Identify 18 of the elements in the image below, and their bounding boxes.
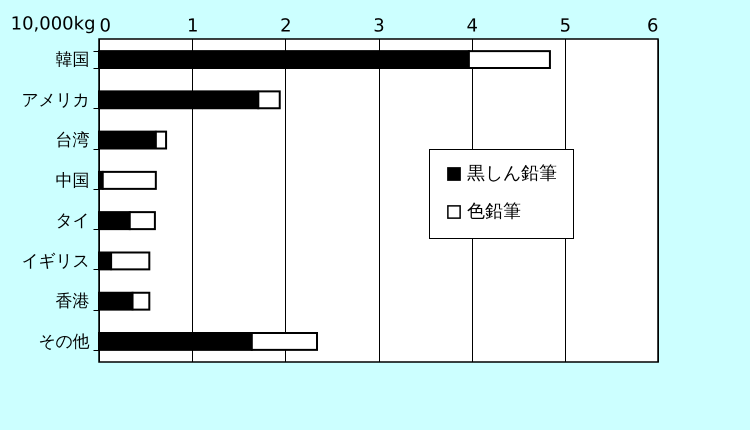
y-tick-label: タイ [56,211,90,232]
legend-label: 色鉛筆 [467,201,521,222]
y-tick-label: 台湾 [56,130,90,151]
y-tick-label: 韓国 [56,50,90,70]
x-tick-label: 0 [100,16,111,36]
y-tick-label: アメリカ [22,90,90,110]
y-tick-label: その他 [38,332,90,352]
y-tick-label: 中国 [56,170,90,191]
y-tick-label: イギリス [22,251,90,272]
x-tick-label: 2 [280,16,292,36]
x-tick-label: 4 [466,16,478,36]
legend-label: 黒しん鉛筆 [467,163,557,184]
y-tick-label: 香港 [56,292,90,312]
x-tick-label: 3 [373,16,385,36]
x-tick-label: 1 [186,16,198,36]
x-tick-label: 5 [560,16,572,36]
x-tick-label: 6 [647,16,658,36]
x-axis-title: 10,000kg [10,14,96,34]
